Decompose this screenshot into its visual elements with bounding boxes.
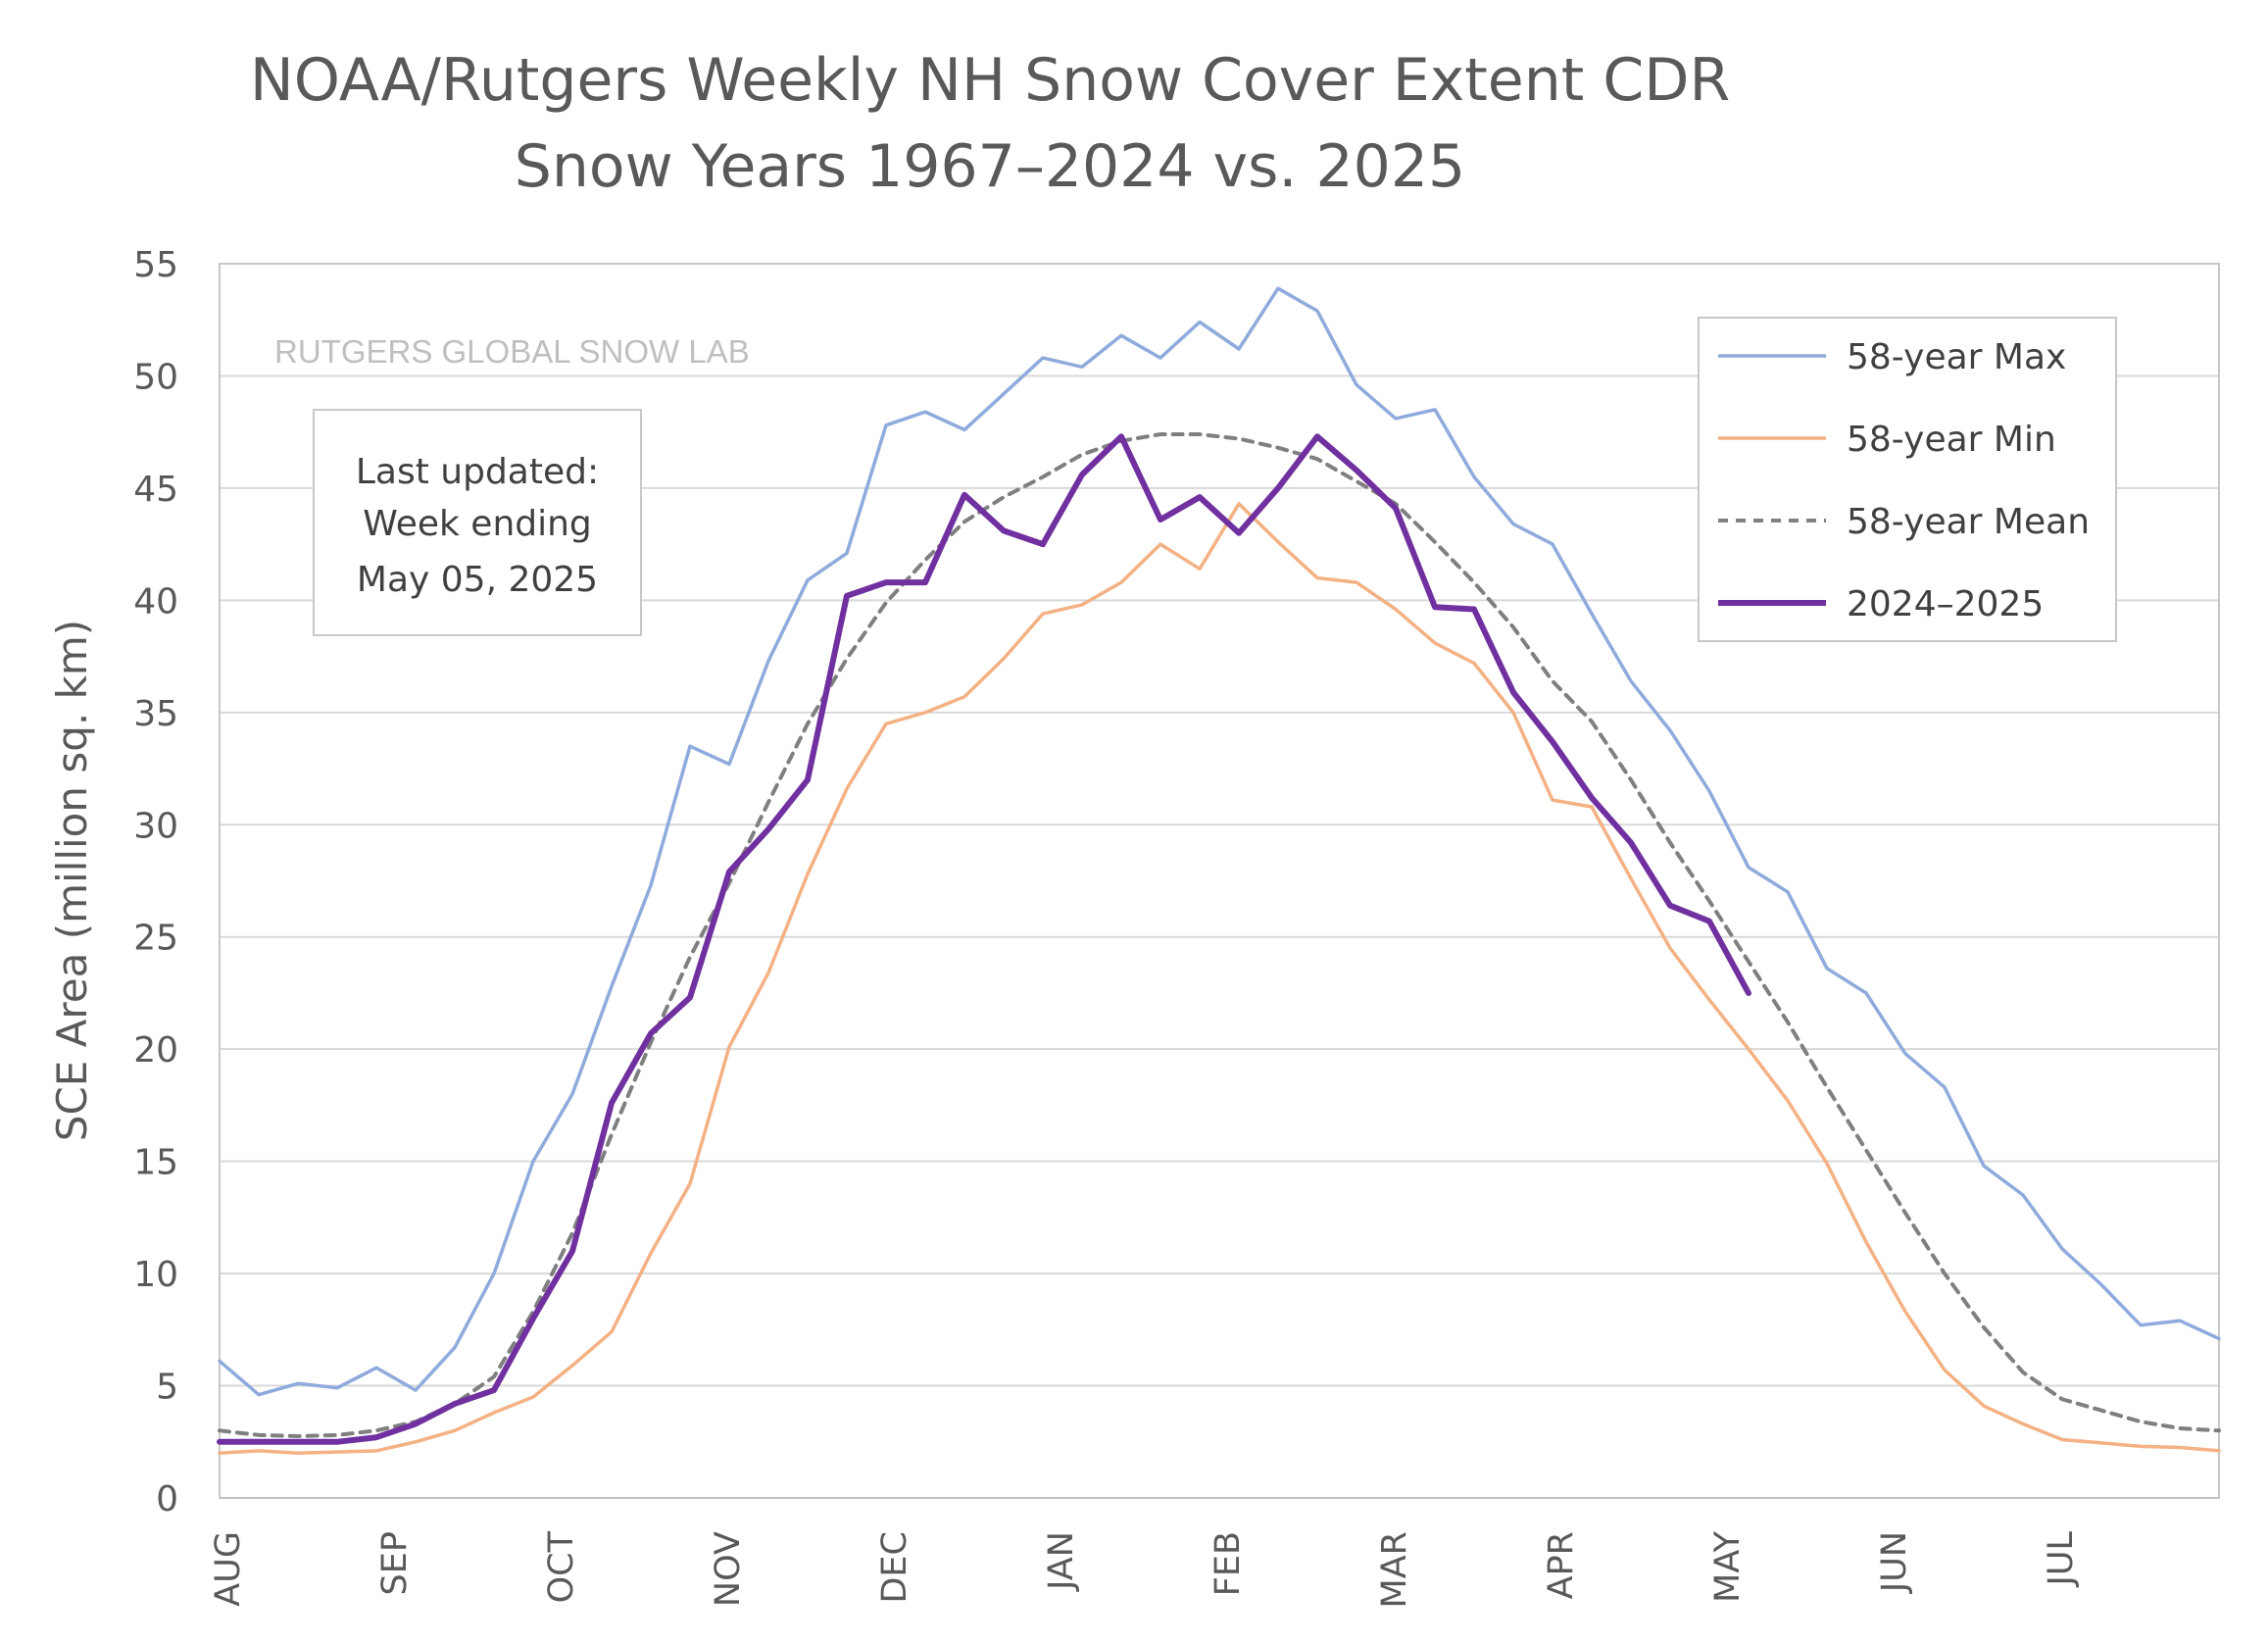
y-tick-label: 30 (133, 806, 178, 846)
last-updated-line-1: Last updated: (356, 452, 599, 492)
y-tick-label: 5 (156, 1368, 178, 1408)
x-tick-label: OCT (542, 1530, 581, 1603)
x-tick-label: NOV (709, 1531, 748, 1607)
x-tick-label: MAR (1375, 1531, 1414, 1608)
series-line (217, 433, 1751, 1445)
y-axis-ticks: 0 5 10 15 20 25 30 35 40 45 50 55 (133, 245, 178, 1519)
legend-label: 58-year Max (1847, 337, 2066, 377)
legend-label: 58-year Min (1847, 420, 2056, 460)
series-3 (217, 433, 1751, 1445)
legend-items: 58-year Max 58-year Min 58-year Mean 2024–2… (1718, 337, 2090, 624)
x-tick-label: JAN (1042, 1531, 1081, 1592)
x-tick-label: FEB (1208, 1531, 1248, 1596)
legend-label: 58-year Mean (1847, 502, 2090, 542)
last-updated-line-3: May 05, 2025 (357, 560, 598, 600)
series-line (218, 502, 2221, 1455)
y-tick-label: 25 (133, 919, 178, 959)
series-line (218, 286, 2221, 1397)
x-tick-label: MAY (1708, 1530, 1748, 1602)
y-tick-label: 55 (133, 245, 178, 285)
y-tick-label: 15 (133, 1143, 178, 1183)
legend-box (1698, 317, 2117, 642)
series-line (218, 432, 2221, 1438)
y-tick-label: 35 (133, 694, 178, 734)
x-tick-label: APR (1542, 1531, 1581, 1599)
last-updated-box: Last updated: Week ending May 05, 2025 (313, 409, 642, 636)
y-tick-label: 45 (133, 470, 178, 510)
series-2 (218, 432, 2221, 1438)
y-tick-label: 50 (133, 357, 178, 397)
legend-label: 2024–2025 (1847, 584, 2044, 624)
y-tick-label: 0 (156, 1479, 178, 1519)
y-axis-label: SCE Area (million sq. km) (48, 620, 96, 1141)
y-tick-label: 10 (133, 1255, 178, 1295)
watermark: RUTGERS GLOBAL SNOW LAB (274, 333, 750, 370)
x-tick-label: JUN (1875, 1531, 1914, 1594)
series-0 (218, 286, 2221, 1397)
y-tick-label: 40 (133, 581, 178, 622)
x-axis-ticks: AUG SEP OCT NOV DEC JAN FEB MAR APR MAY JUN JUL (209, 1497, 2219, 1608)
series-lines (217, 286, 2221, 1455)
x-tick-label: JUL (2042, 1531, 2081, 1588)
series-1 (218, 502, 2221, 1455)
chart-subtitle: Snow Years 1967–2024 vs. 2025 (515, 132, 1465, 201)
legend: 58-year Max 58-year Min 58-year Mean 2024–2… (1698, 317, 2117, 642)
x-tick-label: DEC (875, 1531, 914, 1604)
y-tick-label: 20 (133, 1030, 178, 1071)
chart-title: NOAA/Rutgers Weekly NH Snow Cover Extent… (250, 46, 1730, 115)
x-tick-label: SEP (375, 1531, 415, 1595)
x-tick-label: AUG (209, 1531, 248, 1607)
last-updated-line-2: Week ending (363, 504, 592, 544)
last-updated-box-border (313, 409, 642, 636)
